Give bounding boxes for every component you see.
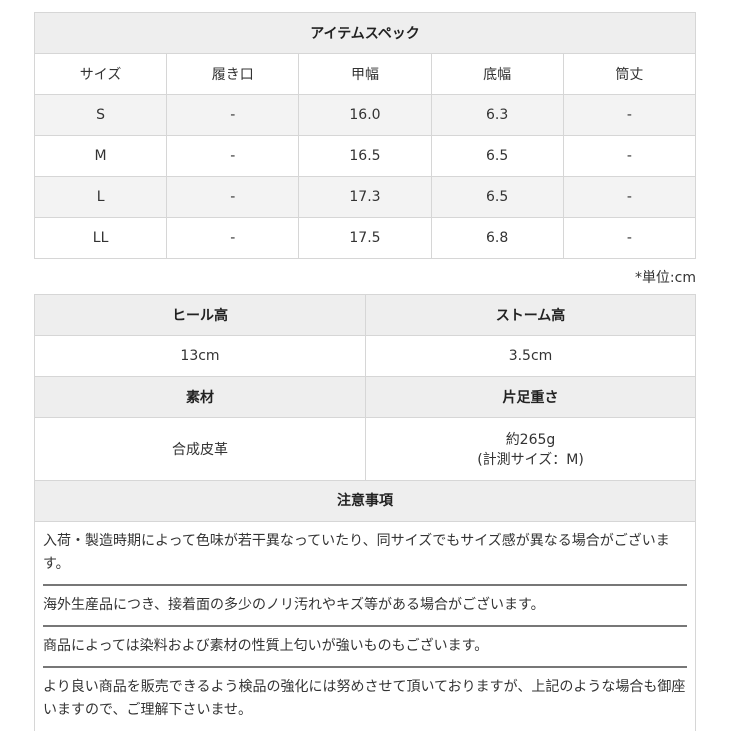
- note-item: 海外生産品につき、接着面の多少のノリ汚れやキズ等がある場合がございます。: [43, 586, 687, 627]
- note-item: 入荷・製造時期によって色味が若干異なっていたり、同サイズでもサイズ感が異なる場合…: [43, 522, 687, 586]
- table-row: M -16.5 6.5-: [33, 135, 697, 177]
- cell: -: [166, 135, 300, 177]
- weight-label: 片足重さ: [365, 376, 696, 418]
- material-label: 素材: [34, 376, 366, 418]
- note-item: より良い商品を販売できるよう検品の強化には努めさせて頂いておりますが、上記のよう…: [43, 679, 686, 718]
- cell: L: [33, 176, 168, 218]
- cell: 6.3: [430, 94, 564, 136]
- cell: -: [166, 94, 300, 136]
- spec-title: アイテムスペック: [34, 12, 696, 54]
- table-row: LL -17.5 6.8-: [33, 217, 697, 259]
- material-value: 合成皮革: [34, 417, 366, 481]
- details-table: ヒール高 ストーム高 13cm 3.5cm 素材 片足重さ 合成皮革 約265g (計測サ…: [34, 294, 696, 481]
- cell: 17.3: [298, 176, 432, 218]
- table-row: S -16.0 6.3-: [33, 94, 697, 136]
- cell: -: [562, 94, 697, 136]
- col-header: 筒丈: [562, 53, 697, 95]
- note-item: 商品によっては染料および素材の性質上匂いが強いものもございます。: [43, 627, 687, 668]
- notes-section: 注意事項 入荷・製造時期によって色味が若干異なっていたり、同サイズでもサイズ感が…: [34, 480, 696, 731]
- heel-label: ヒール高: [34, 294, 366, 336]
- notes-title: 注意事項: [35, 481, 695, 522]
- storm-value: 3.5cm: [365, 335, 696, 377]
- cell: S: [33, 94, 168, 136]
- col-header: サイズ: [33, 53, 168, 95]
- cell: 6.5: [430, 176, 564, 218]
- cell: -: [166, 176, 300, 218]
- weight-note: (計測サイズ：M): [477, 452, 584, 468]
- col-header: 甲幅: [298, 53, 432, 95]
- table-row: L -17.3 6.5-: [33, 176, 697, 218]
- col-header: 履き口: [166, 53, 300, 95]
- cell: LL: [33, 217, 168, 259]
- weight-value: 約265g: [505, 432, 556, 448]
- cell: -: [562, 176, 697, 218]
- cell: M: [33, 135, 168, 177]
- spec-header-row: サイズ 履き口 甲幅 底幅 筒丈: [33, 53, 697, 95]
- unit-note: *単位:cm: [634, 270, 696, 286]
- col-header: 底幅: [430, 53, 564, 95]
- storm-label: ストーム高: [365, 294, 696, 336]
- cell: 17.5: [298, 217, 432, 259]
- weight-cell: 約265g (計測サイズ：M): [365, 417, 696, 481]
- cell: 6.5: [430, 135, 564, 177]
- cell: 16.5: [298, 135, 432, 177]
- cell: -: [562, 217, 697, 259]
- cell: 6.8: [430, 217, 564, 259]
- cell: 16.0: [298, 94, 432, 136]
- cell: -: [166, 217, 300, 259]
- cell: -: [562, 135, 697, 177]
- heel-value: 13cm: [34, 335, 366, 377]
- spec-table: アイテムスペック サイズ 履き口 甲幅 底幅 筒丈 S -16.0 6.3- M-1…: [33, 12, 697, 259]
